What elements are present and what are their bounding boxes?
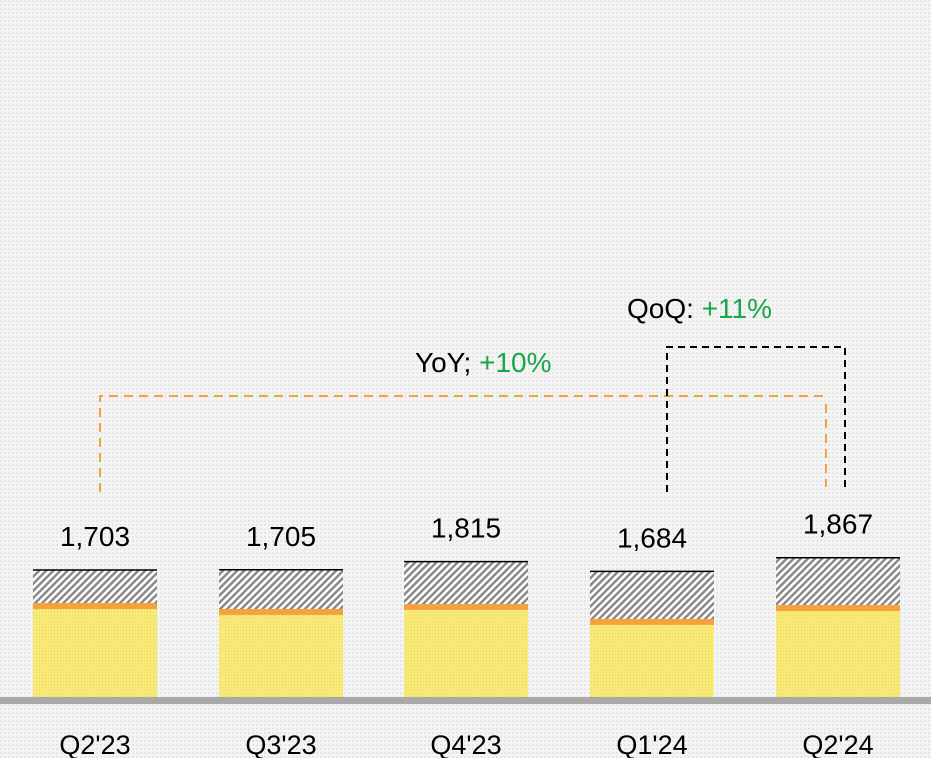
qoq-change: +11% bbox=[702, 293, 772, 324]
bar-segment bbox=[404, 609, 528, 697]
x-tick-label: Q4'23 bbox=[430, 730, 501, 758]
baseline bbox=[0, 697, 931, 704]
bar-segment bbox=[590, 571, 714, 619]
yoy-annotation: YoY; +10% bbox=[415, 347, 552, 378]
total-label: 1,705 bbox=[246, 521, 316, 552]
qoq-annotation: QoQ: +11% bbox=[627, 293, 772, 324]
total-label: 1,815 bbox=[431, 513, 501, 544]
x-tick-label: Q1'24 bbox=[616, 730, 687, 758]
bar-segment bbox=[404, 561, 528, 604]
bar-segment bbox=[219, 614, 343, 697]
yoy-bracket bbox=[99, 395, 826, 492]
bar-segment bbox=[776, 557, 900, 606]
bar-segment bbox=[33, 608, 157, 697]
total-label: 1,703 bbox=[60, 521, 130, 552]
x-tick-label: Q2'23 bbox=[59, 730, 130, 758]
bar-segment bbox=[776, 610, 900, 697]
bar-segment bbox=[33, 603, 157, 609]
bar-segment bbox=[590, 618, 714, 625]
bar-segment bbox=[404, 603, 528, 610]
bar-segment bbox=[776, 605, 900, 611]
x-tick-label: Q3'23 bbox=[245, 730, 316, 758]
qoq-label: QoQ: bbox=[627, 293, 702, 324]
bar-segment bbox=[219, 608, 343, 615]
bar-segment bbox=[33, 569, 157, 604]
bar-segment bbox=[219, 569, 343, 609]
yoy-label: YoY; bbox=[415, 347, 479, 378]
total-label: 1,867 bbox=[803, 509, 873, 540]
bar-segment bbox=[590, 624, 714, 697]
total-label: 1,684 bbox=[617, 522, 687, 553]
x-tick-label: Q2'24 bbox=[802, 730, 873, 758]
yoy-change: +10% bbox=[479, 347, 551, 378]
qoq-bracket bbox=[666, 346, 846, 492]
